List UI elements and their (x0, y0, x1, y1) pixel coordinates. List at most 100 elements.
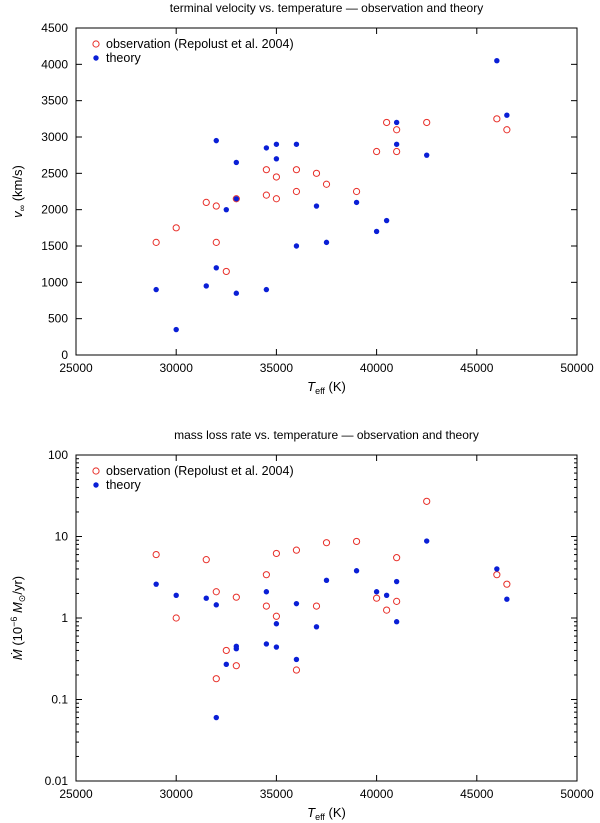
data-point (353, 568, 360, 574)
data-point (263, 145, 270, 151)
x-tick-label: 35000 (260, 361, 294, 375)
data-point (393, 141, 400, 147)
data-point (393, 619, 400, 625)
data-point (213, 714, 219, 721)
legend-label: observation (Repolust et al. 2004) (106, 37, 294, 51)
legend: observation (Repolust et al. 2004)theory (92, 464, 294, 492)
y-tick-label: 500 (48, 312, 68, 326)
data-point (223, 206, 229, 213)
data-point (233, 159, 240, 166)
legend: observation (Repolust et al. 2004)theory (92, 37, 294, 65)
data-point (423, 118, 431, 127)
data-point (292, 166, 301, 174)
data-point (202, 556, 210, 564)
data-point (503, 126, 511, 134)
data-point (373, 228, 380, 235)
data-point (313, 624, 320, 630)
data-point (173, 326, 179, 333)
data-point (213, 602, 219, 608)
x-axis-label: Teff (K) (307, 805, 346, 822)
data-point (262, 571, 270, 579)
data-point (203, 283, 209, 289)
data-point (263, 286, 270, 293)
data-point (263, 589, 270, 595)
data-point (373, 594, 381, 602)
y-tick-label: 1 (61, 611, 68, 625)
data-point (292, 666, 301, 674)
x-tick-label: 50000 (560, 787, 594, 801)
y-tick-label: 10 (55, 530, 69, 544)
y-tick-label: 0.1 (51, 693, 68, 707)
x-tick-label: 30000 (160, 787, 194, 801)
data-point (152, 550, 160, 559)
data-point (313, 203, 320, 209)
data-point (322, 539, 331, 547)
y-tick-label: 1000 (41, 275, 68, 289)
data-point (293, 656, 300, 663)
x-tick-label: 45000 (460, 787, 494, 801)
data-point (222, 267, 230, 276)
data-point (262, 191, 270, 199)
data-point (203, 595, 209, 601)
legend-marker (93, 55, 99, 61)
legend-label: theory (106, 478, 141, 492)
data-point (213, 137, 219, 144)
y-axis-label: v∞ (km/s) (10, 165, 27, 218)
x-tick-label: 40000 (360, 787, 394, 801)
data-point (233, 196, 240, 202)
data-point (153, 581, 159, 587)
y-tick-label: 1500 (41, 239, 68, 253)
series-theory (153, 538, 510, 721)
data-point (212, 202, 220, 210)
data-point (212, 238, 220, 246)
y-tick-label: 4000 (41, 57, 68, 71)
data-point (383, 606, 391, 614)
data-point (212, 675, 220, 683)
data-point (233, 290, 240, 296)
x-tick-label: 50000 (560, 361, 594, 375)
data-point (293, 243, 300, 249)
data-point (273, 621, 280, 627)
data-point (424, 538, 430, 544)
legend-marker (93, 482, 99, 488)
chart-title: terminal velocity vs. temperature — obse… (170, 1, 483, 15)
data-point (504, 112, 510, 118)
y-tick-label: 4500 (41, 21, 68, 35)
data-point (273, 644, 280, 650)
data-point (322, 180, 331, 188)
y-tick-label: 2500 (41, 166, 68, 180)
data-point (292, 546, 301, 554)
data-point (383, 118, 391, 127)
x-axis-label: Teff (K) (307, 379, 346, 396)
y-tick-label: 0 (61, 348, 68, 362)
data-point (153, 286, 159, 293)
data-point (223, 661, 229, 668)
data-point (222, 646, 230, 655)
data-point (393, 126, 401, 134)
x-tick-label: 25000 (59, 787, 93, 801)
y-tick-label: 3000 (41, 130, 68, 144)
x-tick-label: 25000 (59, 361, 93, 375)
data-point (262, 602, 270, 610)
data-point (323, 239, 330, 246)
y-tick-label: 0.01 (45, 774, 69, 788)
data-point (503, 580, 511, 588)
data-point (393, 119, 400, 126)
series-theory (153, 58, 510, 333)
x-tick-label: 40000 (360, 361, 394, 375)
data-point (272, 549, 280, 558)
data-point (494, 566, 500, 572)
velocity-chart: terminal velocity vs. temperature — obse… (10, 1, 594, 396)
data-point (272, 612, 280, 620)
data-point (383, 217, 390, 224)
x-tick-label: 45000 (460, 361, 494, 375)
data-point (202, 198, 210, 206)
data-point (293, 600, 300, 607)
data-point (504, 596, 510, 602)
x-tick-label: 35000 (260, 787, 294, 801)
data-point (373, 589, 380, 595)
data-point (424, 152, 430, 158)
data-point (393, 578, 400, 585)
legend-marker (92, 467, 100, 475)
